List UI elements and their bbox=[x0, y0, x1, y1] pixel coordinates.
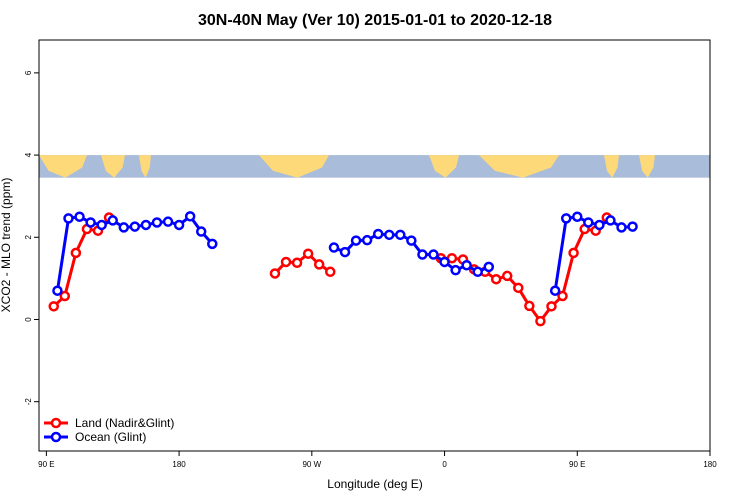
data-point bbox=[524, 300, 535, 312]
data-point bbox=[96, 219, 107, 231]
data-point bbox=[490, 273, 502, 285]
data-point bbox=[594, 219, 605, 231]
map-land bbox=[604, 155, 619, 178]
legend-label: Land (Nadir&Glint) bbox=[75, 416, 174, 430]
data-point bbox=[560, 213, 572, 224]
data-point bbox=[383, 229, 395, 241]
data-point bbox=[605, 215, 616, 226]
data-point bbox=[291, 257, 303, 269]
data-point bbox=[372, 228, 384, 240]
map-land bbox=[479, 155, 559, 178]
data-point bbox=[70, 247, 82, 259]
data-point bbox=[280, 256, 292, 268]
data-point bbox=[52, 285, 63, 296]
series-layer bbox=[48, 211, 638, 327]
data-point bbox=[627, 221, 638, 232]
y-tick-label: 2 bbox=[24, 235, 33, 240]
data-point bbox=[328, 242, 340, 253]
data-point bbox=[195, 226, 207, 237]
data-point bbox=[184, 211, 196, 222]
data-point bbox=[269, 268, 281, 279]
data-point bbox=[501, 270, 513, 282]
y-tick-label: 4 bbox=[24, 152, 33, 157]
data-point bbox=[549, 285, 561, 296]
x-tick-label: 90 E bbox=[38, 460, 54, 469]
x-tick-label: 180 bbox=[172, 460, 186, 469]
data-point bbox=[546, 301, 557, 312]
data-point bbox=[461, 259, 472, 271]
data-point bbox=[616, 222, 627, 233]
data-point bbox=[48, 301, 59, 312]
x-axis: 90 E 180 90 W 0 90 E 180 bbox=[38, 451, 717, 469]
data-point bbox=[85, 217, 96, 228]
data-point bbox=[118, 222, 130, 233]
data-point bbox=[173, 219, 185, 231]
legend: Land (Nadir&Glint)Ocean (Glint) bbox=[44, 416, 174, 444]
x-tick-label: 90 W bbox=[302, 460, 321, 469]
data-point bbox=[74, 211, 85, 222]
x-axis-label: Longitude (deg E) bbox=[327, 477, 422, 491]
data-point bbox=[129, 221, 141, 232]
data-point bbox=[151, 217, 163, 228]
data-point bbox=[483, 261, 495, 273]
y-axis: -2 0 2 4 6 bbox=[24, 70, 39, 405]
data-point bbox=[557, 290, 568, 302]
data-point bbox=[472, 266, 483, 278]
data-point bbox=[361, 234, 373, 246]
data-point bbox=[439, 256, 450, 268]
legend-marker bbox=[50, 417, 62, 429]
data-point bbox=[325, 266, 336, 278]
x-tick-label: 0 bbox=[442, 460, 447, 469]
x-tick-label: 90 E bbox=[569, 460, 585, 469]
data-point bbox=[350, 235, 362, 246]
map-land bbox=[429, 155, 459, 178]
data-point bbox=[417, 249, 428, 260]
data-point bbox=[572, 211, 583, 222]
world-map-band bbox=[39, 155, 710, 178]
map-land bbox=[39, 155, 87, 178]
data-point bbox=[450, 264, 461, 276]
series-ocean bbox=[52, 211, 638, 296]
data-point bbox=[302, 248, 314, 259]
legend-marker bbox=[50, 431, 62, 443]
y-tick-label: -2 bbox=[24, 398, 33, 406]
map-land bbox=[259, 155, 329, 178]
data-point bbox=[406, 235, 417, 246]
y-tick-label: 6 bbox=[24, 70, 33, 75]
data-point bbox=[140, 219, 152, 231]
y-tick-label: 0 bbox=[24, 317, 33, 322]
data-point bbox=[107, 215, 118, 226]
data-point bbox=[63, 213, 74, 224]
map-land bbox=[639, 155, 655, 178]
data-point bbox=[313, 259, 325, 270]
data-point bbox=[513, 282, 524, 294]
map-land bbox=[139, 155, 151, 178]
x-tick-label: 180 bbox=[703, 460, 717, 469]
data-point bbox=[59, 290, 71, 302]
data-point bbox=[339, 246, 351, 258]
plot-border bbox=[38, 39, 711, 452]
y-axis-label: XCO2 - MLO trend (ppm) bbox=[0, 178, 13, 313]
data-point bbox=[428, 249, 439, 260]
plot-frame bbox=[38, 39, 711, 452]
data-point bbox=[162, 216, 174, 227]
data-point bbox=[535, 315, 546, 327]
chart-title: 30N-40N May (Ver 10) 2015-01-01 to 2020-… bbox=[198, 12, 552, 29]
data-point bbox=[395, 229, 406, 241]
map-land bbox=[101, 155, 125, 178]
legend-label: Ocean (Glint) bbox=[75, 430, 146, 444]
data-point bbox=[583, 217, 594, 228]
data-point bbox=[568, 247, 579, 259]
data-point bbox=[207, 238, 218, 250]
